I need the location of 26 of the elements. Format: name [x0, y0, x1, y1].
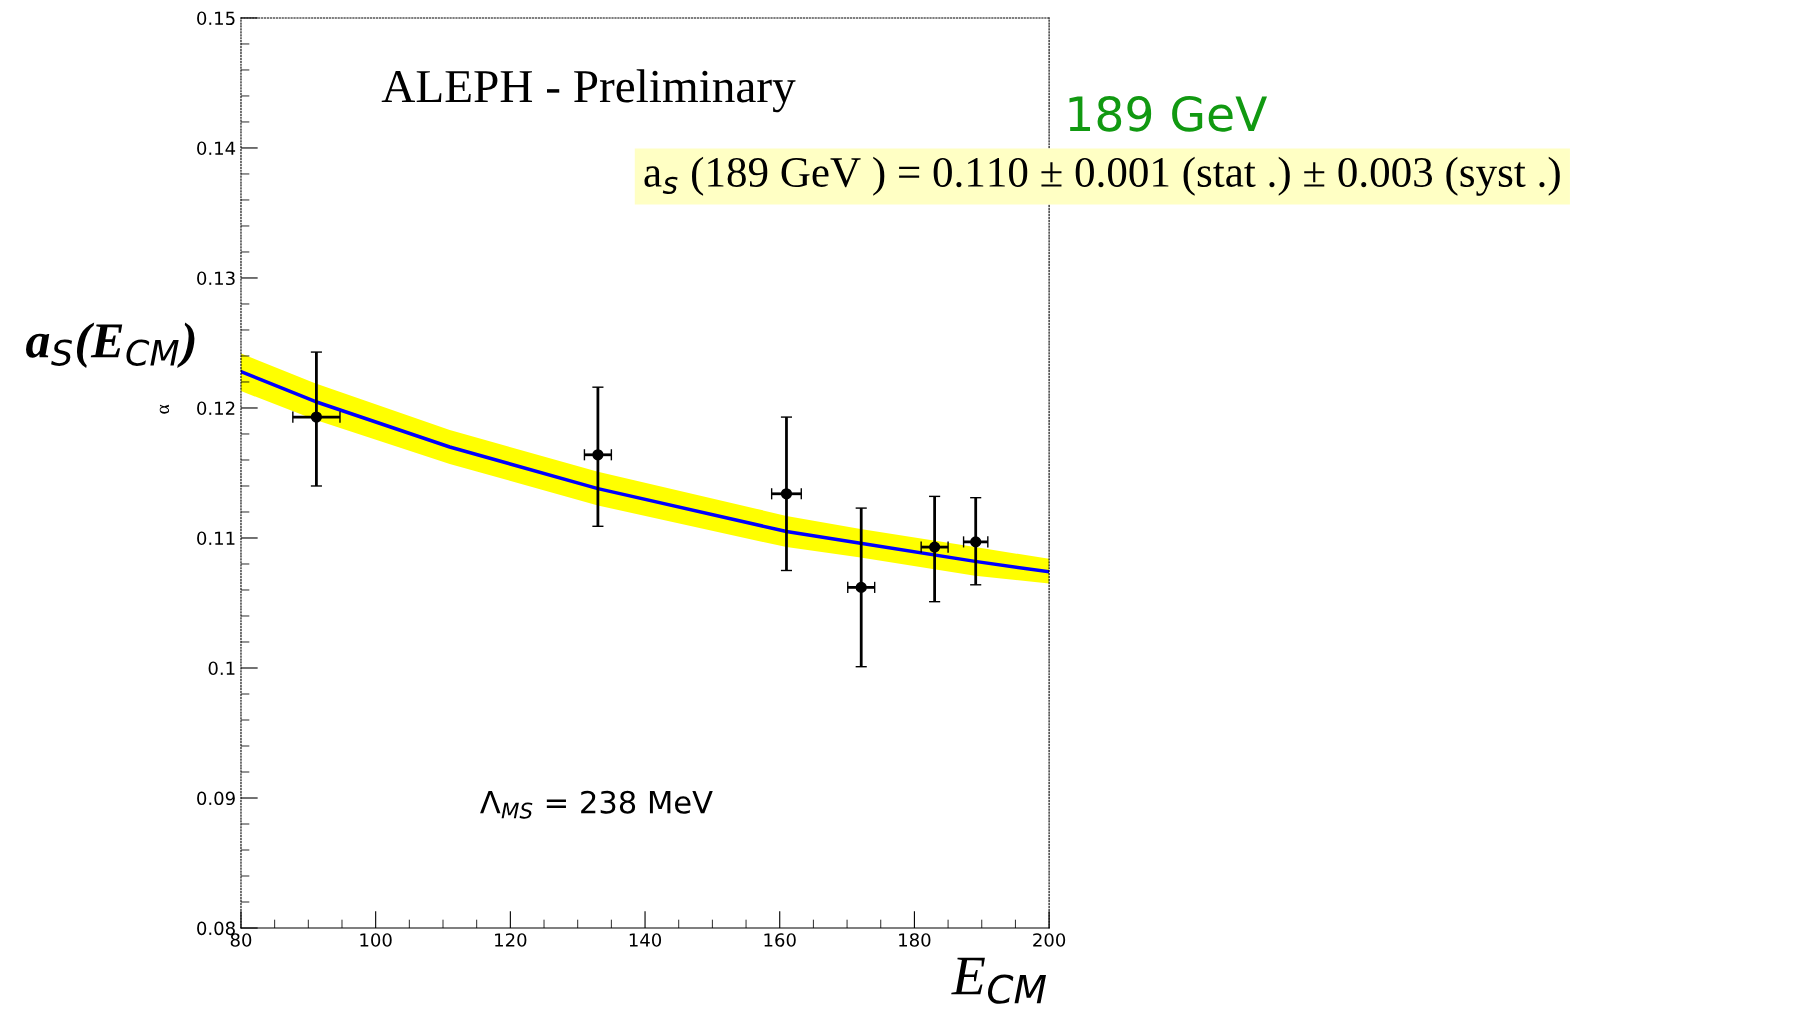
annotation: a$_{s}$ (189 GeV ) = 0.110 ± 0.001 (stat .) ± 0.003 (syst .) [644, 156, 1560, 196]
y-tick-label: 0.11 [197, 531, 235, 546]
text: α [159, 404, 170, 414]
annotation: ALEPH - Preliminary [381, 69, 796, 113]
y-tick-label: 0.14 [197, 141, 236, 156]
point [780, 488, 793, 500]
point [592, 449, 604, 461]
y-tick-label: 0.09 [197, 791, 235, 806]
text: 189 GeV [1069, 95, 1268, 132]
x-tick-label: 140 [629, 933, 662, 947]
point [970, 536, 982, 548]
y-axis-title: a$_{S}$(E$_{CM}$) [26, 322, 195, 368]
y-tick-label: 0.15 [197, 11, 235, 26]
point [855, 581, 867, 593]
x-tick-label: 100 [360, 933, 392, 947]
x-axis-title: E$_{CM}$ [951, 957, 1047, 1004]
x-tick-label: 200 [1033, 933, 1066, 947]
y-tick-label: 0.12 [197, 401, 235, 416]
x-tick-label: 180 [899, 933, 931, 947]
annotation: Λ$_{MS}$ = 238 MeV [480, 790, 713, 819]
point [310, 411, 323, 423]
y-tick-label: 0.1 [208, 661, 235, 676]
x-tick-label: 120 [495, 933, 527, 947]
point [929, 541, 941, 553]
y-tick-label: 0.13 [197, 271, 235, 286]
x-tick-label: 160 [764, 933, 796, 947]
